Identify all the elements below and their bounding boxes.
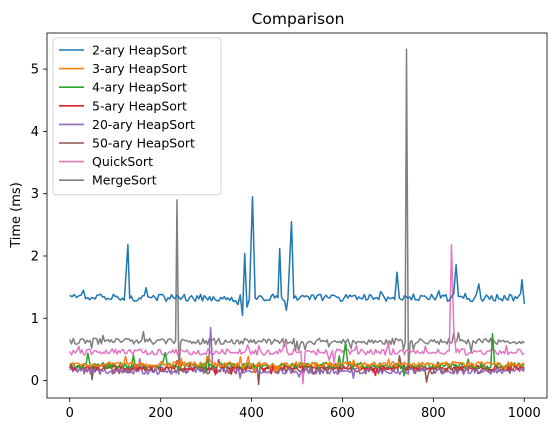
legend-label: 2-ary HeapSort xyxy=(92,43,187,58)
y-tick-label: 2 xyxy=(31,249,39,264)
series-line-0 xyxy=(69,196,526,316)
x-tick-label: 600 xyxy=(330,406,355,421)
x-tick-label: 200 xyxy=(148,406,173,421)
legend-label: 3-ary HeapSort xyxy=(92,61,187,76)
chart-title: Comparison xyxy=(252,10,345,28)
x-tick-label: 0 xyxy=(66,406,74,421)
x-tick-label: 400 xyxy=(239,406,264,421)
series-lines xyxy=(69,48,526,386)
legend-label: MergeSort xyxy=(92,173,157,188)
x-tick-label: 1000 xyxy=(508,406,541,421)
series-line-1 xyxy=(69,355,525,374)
y-tick-label: 5 xyxy=(31,63,39,78)
y-tick-label: 1 xyxy=(31,312,39,327)
y-axis: 0 1 2 3 4 5 xyxy=(31,63,47,389)
legend-box xyxy=(52,37,222,196)
y-tick-label: 3 xyxy=(31,187,39,202)
plot-frame xyxy=(46,32,548,399)
legend: 2-ary HeapSort 3-ary HeapSort 4-ary HeapSo… xyxy=(52,37,222,196)
series-line-4 xyxy=(69,326,525,380)
legend-label: 5-ary HeapSort xyxy=(92,98,187,113)
y-tick-label: 0 xyxy=(31,374,39,389)
legend-label: 4-ary HeapSort xyxy=(92,80,187,95)
legend-label: 20-ary HeapSort xyxy=(92,117,195,132)
y-tick-label: 4 xyxy=(31,125,39,140)
y-axis-label: Time (ms) xyxy=(9,182,24,249)
x-axis: 0 200 400 600 800 1000 xyxy=(66,398,541,421)
x-tick-label: 800 xyxy=(421,406,446,421)
series-line-7 xyxy=(69,48,525,376)
series-line-6 xyxy=(69,244,525,385)
legend-label: 50-ary HeapSort xyxy=(92,136,195,151)
legend-label: QuickSort xyxy=(92,154,153,169)
